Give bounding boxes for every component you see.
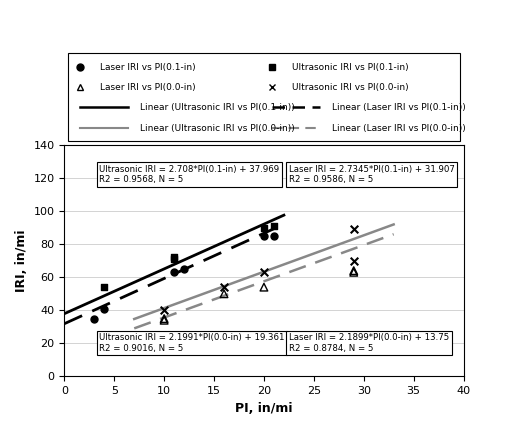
- FancyBboxPatch shape: [68, 52, 459, 141]
- Text: Laser IRI vs PI(0.0-in): Laser IRI vs PI(0.0-in): [100, 82, 196, 92]
- Point: [180, 266, 188, 272]
- Point: [100, 284, 108, 291]
- Text: Linear (Laser IRI vs PI(0.0-in)): Linear (Laser IRI vs PI(0.0-in)): [332, 124, 466, 132]
- Text: Ultrasonic IRI vs PI(0.1-in): Ultrasonic IRI vs PI(0.1-in): [292, 63, 408, 71]
- Text: Ultrasonic IRI = 2.1991*PI(0.0-in) + 19.361
R2 = 0.9016, N = 5: Ultrasonic IRI = 2.1991*PI(0.0-in) + 19.…: [99, 333, 285, 353]
- Point: [170, 254, 178, 261]
- Point: [350, 226, 358, 233]
- Point: [90, 315, 98, 322]
- Text: Laser IRI = 2.7345*PI(0.1-in) + 31.907
R2 = 0.9586, N = 5: Laser IRI = 2.7345*PI(0.1-in) + 31.907 R…: [289, 165, 455, 184]
- Point: [220, 291, 228, 297]
- Point: [270, 222, 278, 229]
- Text: Ultrasonic IRI vs PI(0.0-in): Ultrasonic IRI vs PI(0.0-in): [292, 82, 408, 92]
- Text: Ultrasonic IRI = 2.708*PI(0.1-in) + 37.969
R2 = 0.9568, N = 5: Ultrasonic IRI = 2.708*PI(0.1-in) + 37.9…: [99, 165, 280, 184]
- Point: [350, 269, 358, 276]
- Point: [160, 307, 168, 314]
- Point: [220, 284, 228, 291]
- Text: Laser IRI = 2.1899*PI(0.0-in) + 13.75
R2 = 0.8784, N = 5: Laser IRI = 2.1899*PI(0.0-in) + 13.75 R2…: [289, 333, 449, 353]
- Text: Linear (Ultrasonic IRI vs PI(0.1-in)): Linear (Ultrasonic IRI vs PI(0.1-in)): [140, 103, 295, 112]
- Point: [350, 267, 358, 274]
- Point: [100, 305, 108, 312]
- Point: [160, 317, 168, 324]
- Point: [260, 284, 268, 291]
- Point: [260, 269, 268, 276]
- Y-axis label: IRI, in/mi: IRI, in/mi: [15, 229, 28, 292]
- Point: [350, 257, 358, 264]
- Point: [260, 224, 268, 231]
- Point: [260, 233, 268, 239]
- Text: Linear (Laser IRI vs PI(0.1-in)): Linear (Laser IRI vs PI(0.1-in)): [332, 103, 466, 112]
- Point: [170, 269, 178, 276]
- Point: [160, 315, 168, 322]
- X-axis label: PI, in/mi: PI, in/mi: [235, 402, 293, 415]
- Point: [270, 233, 278, 239]
- Text: Linear (Ultrasonic IRI vs PI(0.0-in)): Linear (Ultrasonic IRI vs PI(0.0-in)): [140, 124, 295, 132]
- Point: [170, 255, 178, 262]
- Text: Laser IRI vs PI(0.1-in): Laser IRI vs PI(0.1-in): [100, 63, 196, 71]
